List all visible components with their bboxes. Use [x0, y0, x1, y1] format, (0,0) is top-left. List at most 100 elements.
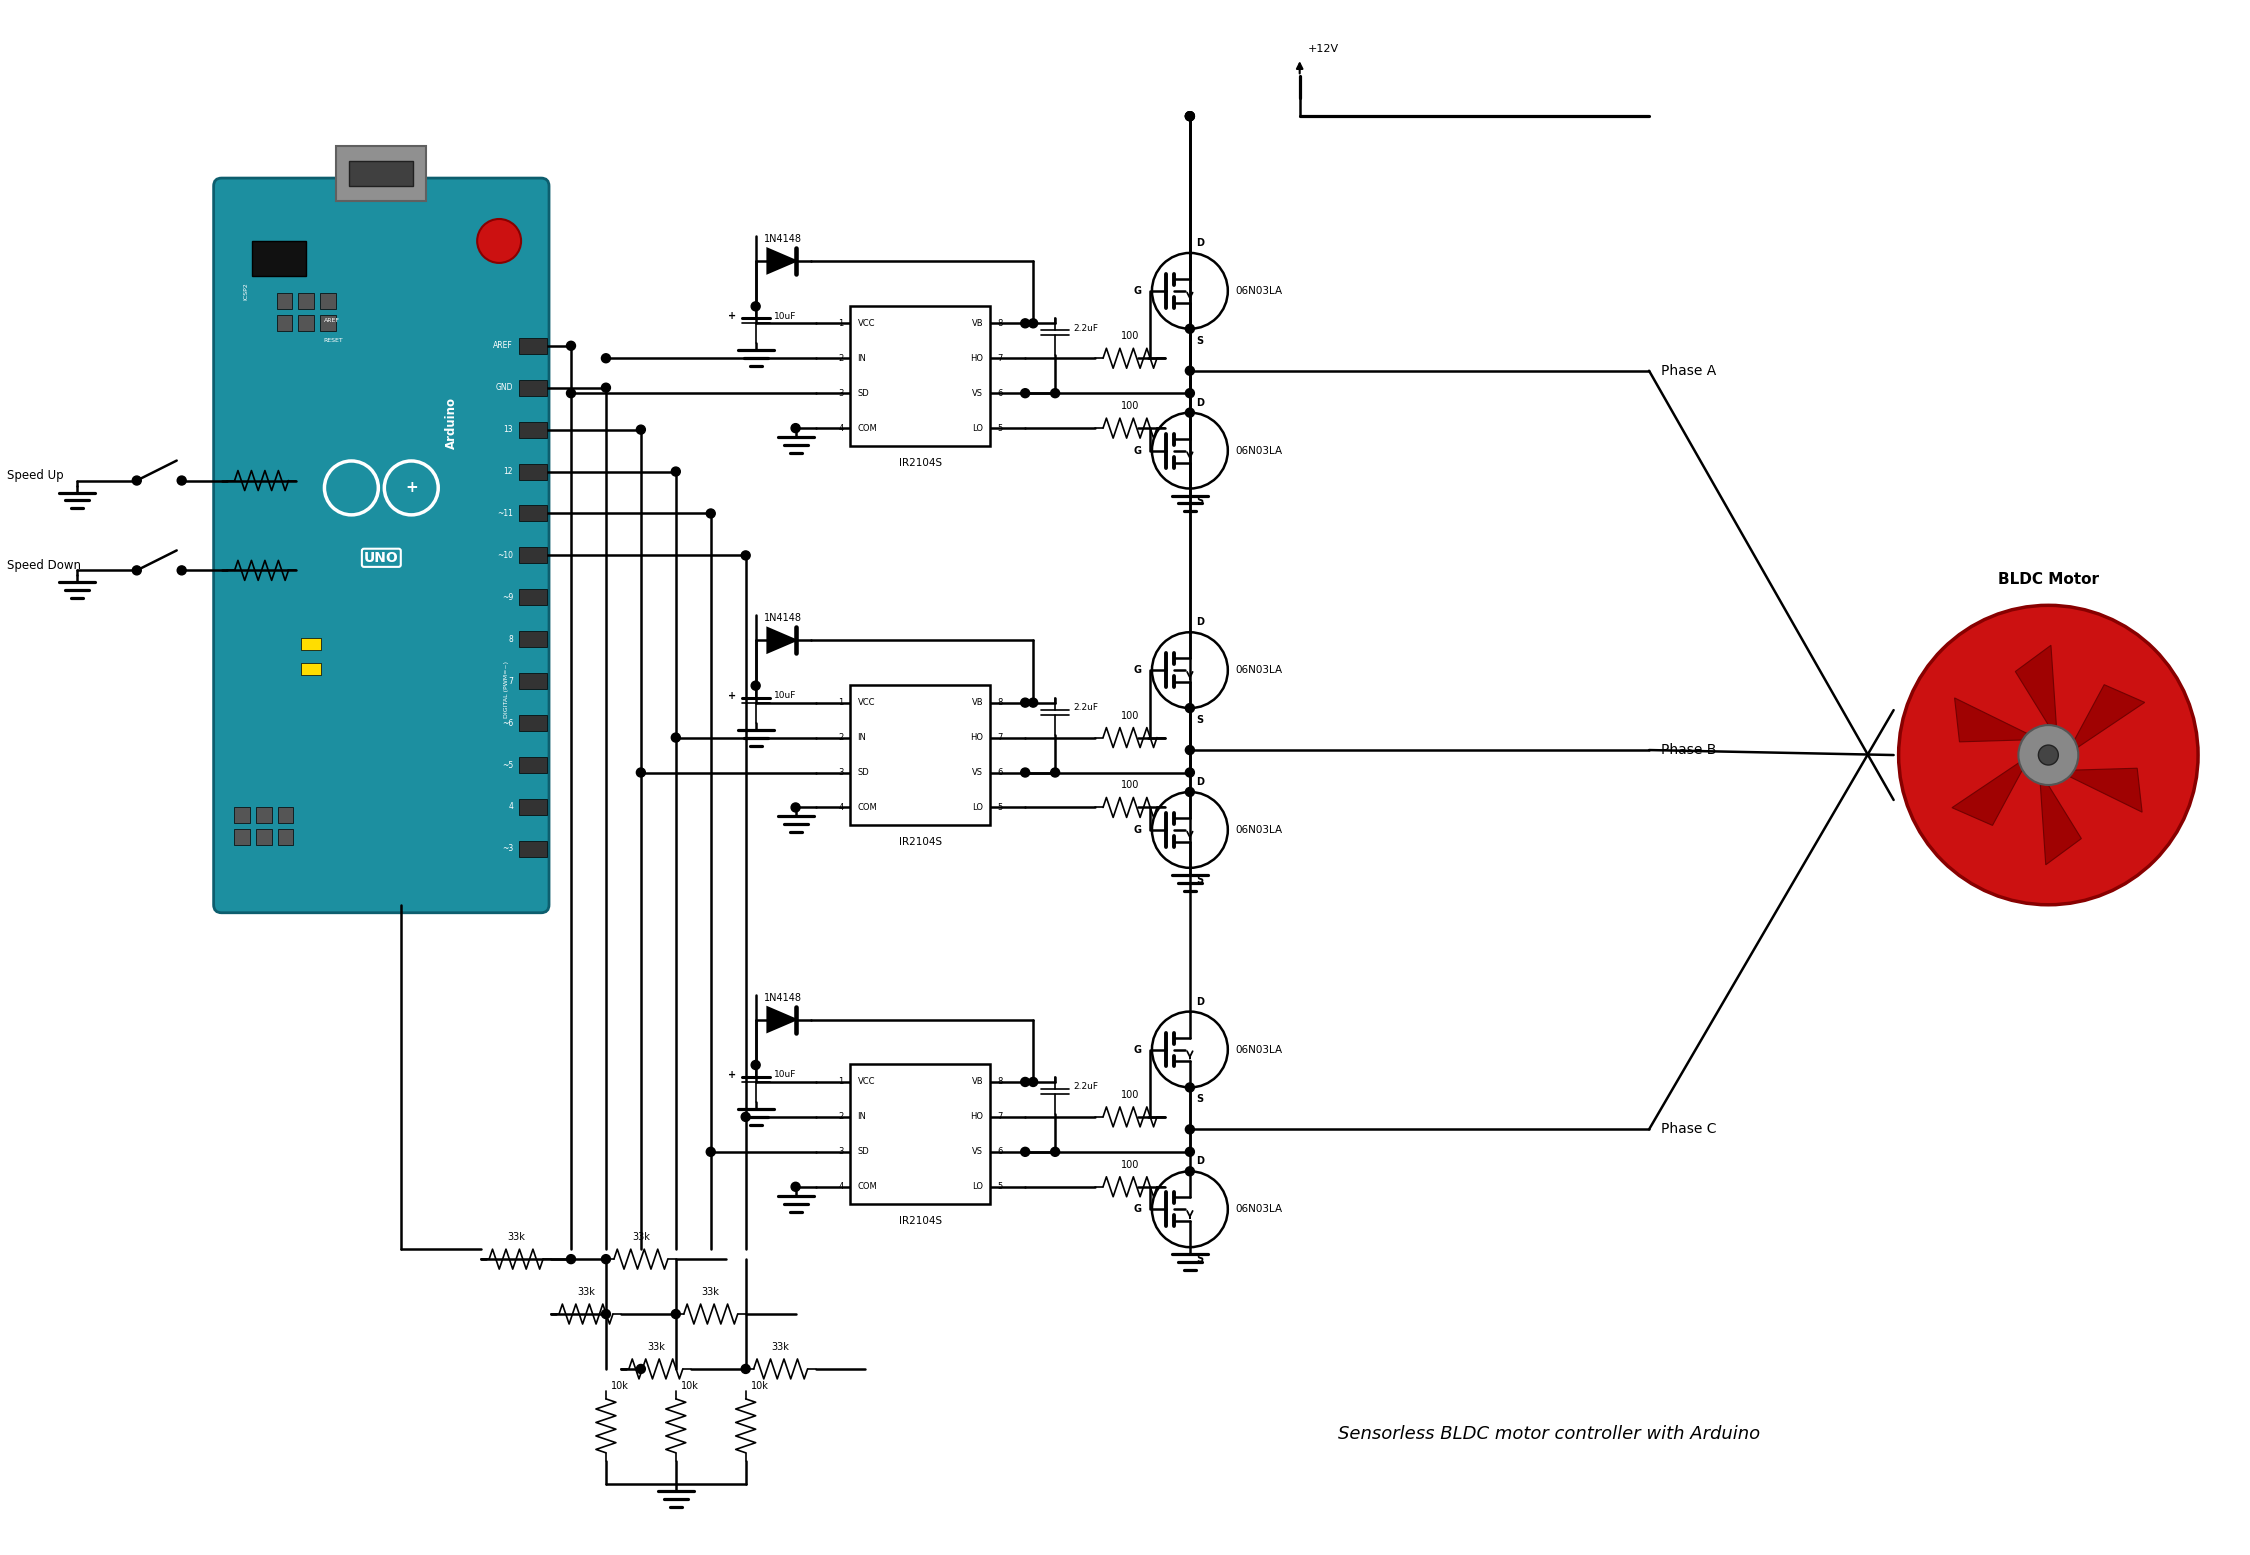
Text: IR2104S: IR2104S [898, 457, 943, 468]
Text: COM: COM [857, 423, 878, 432]
Text: 2.2uF: 2.2uF [1073, 1082, 1098, 1092]
Bar [277, 807, 292, 823]
Text: +: + [405, 480, 418, 496]
Polygon shape [2038, 771, 2081, 865]
Text: 10uF: 10uF [774, 1070, 796, 1079]
Polygon shape [2056, 768, 2142, 812]
Text: AREF: AREF [324, 319, 340, 323]
Text: 4: 4 [839, 802, 844, 812]
Text: 2: 2 [839, 732, 844, 742]
Text: 13: 13 [504, 425, 513, 434]
Text: 33k: 33k [702, 1288, 720, 1297]
Circle shape [1186, 1148, 1195, 1157]
Circle shape [740, 1364, 749, 1373]
Text: SD: SD [857, 1148, 868, 1157]
Text: LO: LO [972, 802, 983, 812]
Text: 33k: 33k [772, 1342, 790, 1351]
Text: 1N4148: 1N4148 [763, 233, 801, 244]
Circle shape [1028, 1078, 1037, 1087]
Text: 7: 7 [997, 353, 1004, 362]
Text: 06N03LA: 06N03LA [1235, 824, 1282, 835]
Bar [520, 505, 547, 521]
Circle shape [1186, 112, 1195, 121]
Circle shape [133, 476, 142, 485]
Text: 8: 8 [997, 1078, 1004, 1087]
Text: IN: IN [857, 353, 866, 362]
Bar [319, 292, 337, 309]
Text: Sensorless BLDC motor controller with Arduino: Sensorless BLDC motor controller with Ar… [1339, 1424, 1760, 1443]
Text: SD: SD [857, 768, 868, 778]
Text: DIGITAL (PWM=~): DIGITAL (PWM=~) [504, 661, 508, 718]
Circle shape [1186, 367, 1195, 375]
Circle shape [601, 383, 610, 392]
Circle shape [178, 566, 187, 575]
Circle shape [601, 353, 610, 362]
Text: SD: SD [857, 389, 868, 398]
Text: IR2104S: IR2104S [898, 1216, 943, 1227]
Text: VCC: VCC [857, 319, 875, 328]
Text: 2: 2 [839, 353, 844, 362]
Text: S: S [1197, 1095, 1204, 1104]
Circle shape [706, 1148, 716, 1157]
Text: ~3: ~3 [502, 844, 513, 854]
Bar [302, 638, 322, 650]
Bar [349, 162, 414, 187]
Text: 1: 1 [839, 1078, 844, 1087]
Bar [520, 631, 547, 647]
Text: RESET: RESET [324, 339, 344, 344]
Circle shape [1022, 1148, 1030, 1157]
Text: D: D [1195, 1157, 1204, 1166]
Text: 33k: 33k [632, 1232, 650, 1242]
Text: 10k: 10k [752, 1381, 770, 1390]
Text: HO: HO [970, 1112, 983, 1121]
Text: 2: 2 [839, 1112, 844, 1121]
Text: 5: 5 [997, 1182, 1004, 1191]
Circle shape [1051, 768, 1060, 778]
Circle shape [1186, 112, 1195, 121]
Text: IN: IN [857, 732, 866, 742]
Circle shape [1028, 698, 1037, 708]
Text: 10uF: 10uF [774, 313, 796, 320]
Bar [520, 589, 547, 605]
Circle shape [1022, 389, 1030, 398]
Circle shape [1022, 319, 1030, 328]
Bar [299, 292, 315, 309]
Text: 2.2uF: 2.2uF [1073, 703, 1098, 712]
Text: 33k: 33k [648, 1342, 664, 1351]
Text: AREF: AREF [493, 341, 513, 350]
Text: 100: 100 [1120, 1090, 1138, 1099]
Circle shape [1186, 112, 1195, 121]
Polygon shape [767, 628, 796, 652]
Text: Speed Up: Speed Up [7, 470, 63, 482]
Text: GND: GND [495, 383, 513, 392]
Circle shape [1022, 698, 1030, 708]
Circle shape [670, 732, 680, 742]
Text: +12V: +12V [1307, 44, 1339, 54]
Text: 1N4148: 1N4148 [763, 613, 801, 624]
Text: IR2104S: IR2104S [898, 837, 943, 847]
Text: VB: VB [972, 698, 983, 708]
Text: Phase A: Phase A [1660, 364, 1717, 378]
Bar [520, 547, 547, 563]
Text: VS: VS [972, 389, 983, 398]
Bar [520, 757, 547, 773]
Text: ~10: ~10 [497, 550, 513, 560]
Text: G: G [1134, 446, 1143, 456]
Circle shape [670, 1309, 680, 1319]
Text: 100: 100 [1120, 1160, 1138, 1169]
Circle shape [1186, 1124, 1195, 1134]
Polygon shape [1953, 756, 2030, 826]
Text: 100: 100 [1120, 711, 1138, 720]
Text: 4: 4 [839, 423, 844, 432]
Text: 5: 5 [997, 802, 1004, 812]
Text: 8: 8 [997, 319, 1004, 328]
Polygon shape [2066, 684, 2144, 756]
Bar [277, 829, 292, 844]
Text: 7: 7 [997, 732, 1004, 742]
Bar [850, 686, 990, 824]
Circle shape [1022, 1078, 1030, 1087]
Circle shape [637, 425, 646, 434]
Text: VCC: VCC [857, 1078, 875, 1087]
Text: 7: 7 [997, 1112, 1004, 1121]
Text: VB: VB [972, 1078, 983, 1087]
